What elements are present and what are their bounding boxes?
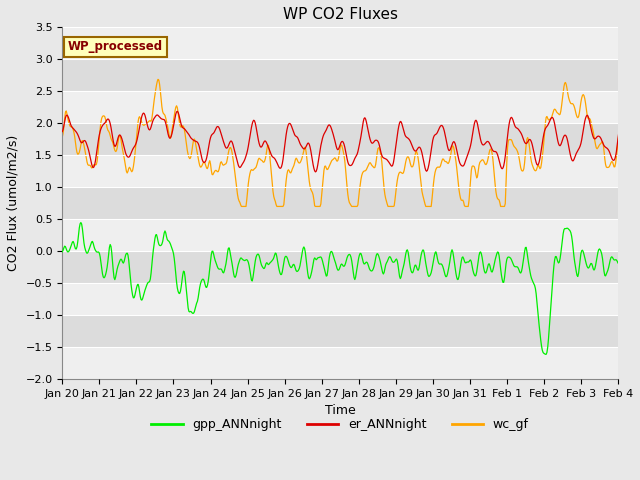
Text: WP_processed: WP_processed — [68, 40, 163, 53]
Bar — [62, 91, 618, 123]
Bar — [62, 219, 618, 251]
Bar — [62, 347, 618, 379]
X-axis label: Time: Time — [324, 405, 355, 418]
Bar — [62, 27, 618, 59]
Y-axis label: CO2 Flux (umol/m2/s): CO2 Flux (umol/m2/s) — [7, 135, 20, 271]
Title: WP CO2 Fluxes: WP CO2 Fluxes — [283, 7, 397, 22]
Bar — [62, 283, 618, 315]
Bar — [62, 155, 618, 187]
Legend: gpp_ANNnight, er_ANNnight, wc_gf: gpp_ANNnight, er_ANNnight, wc_gf — [147, 413, 534, 436]
